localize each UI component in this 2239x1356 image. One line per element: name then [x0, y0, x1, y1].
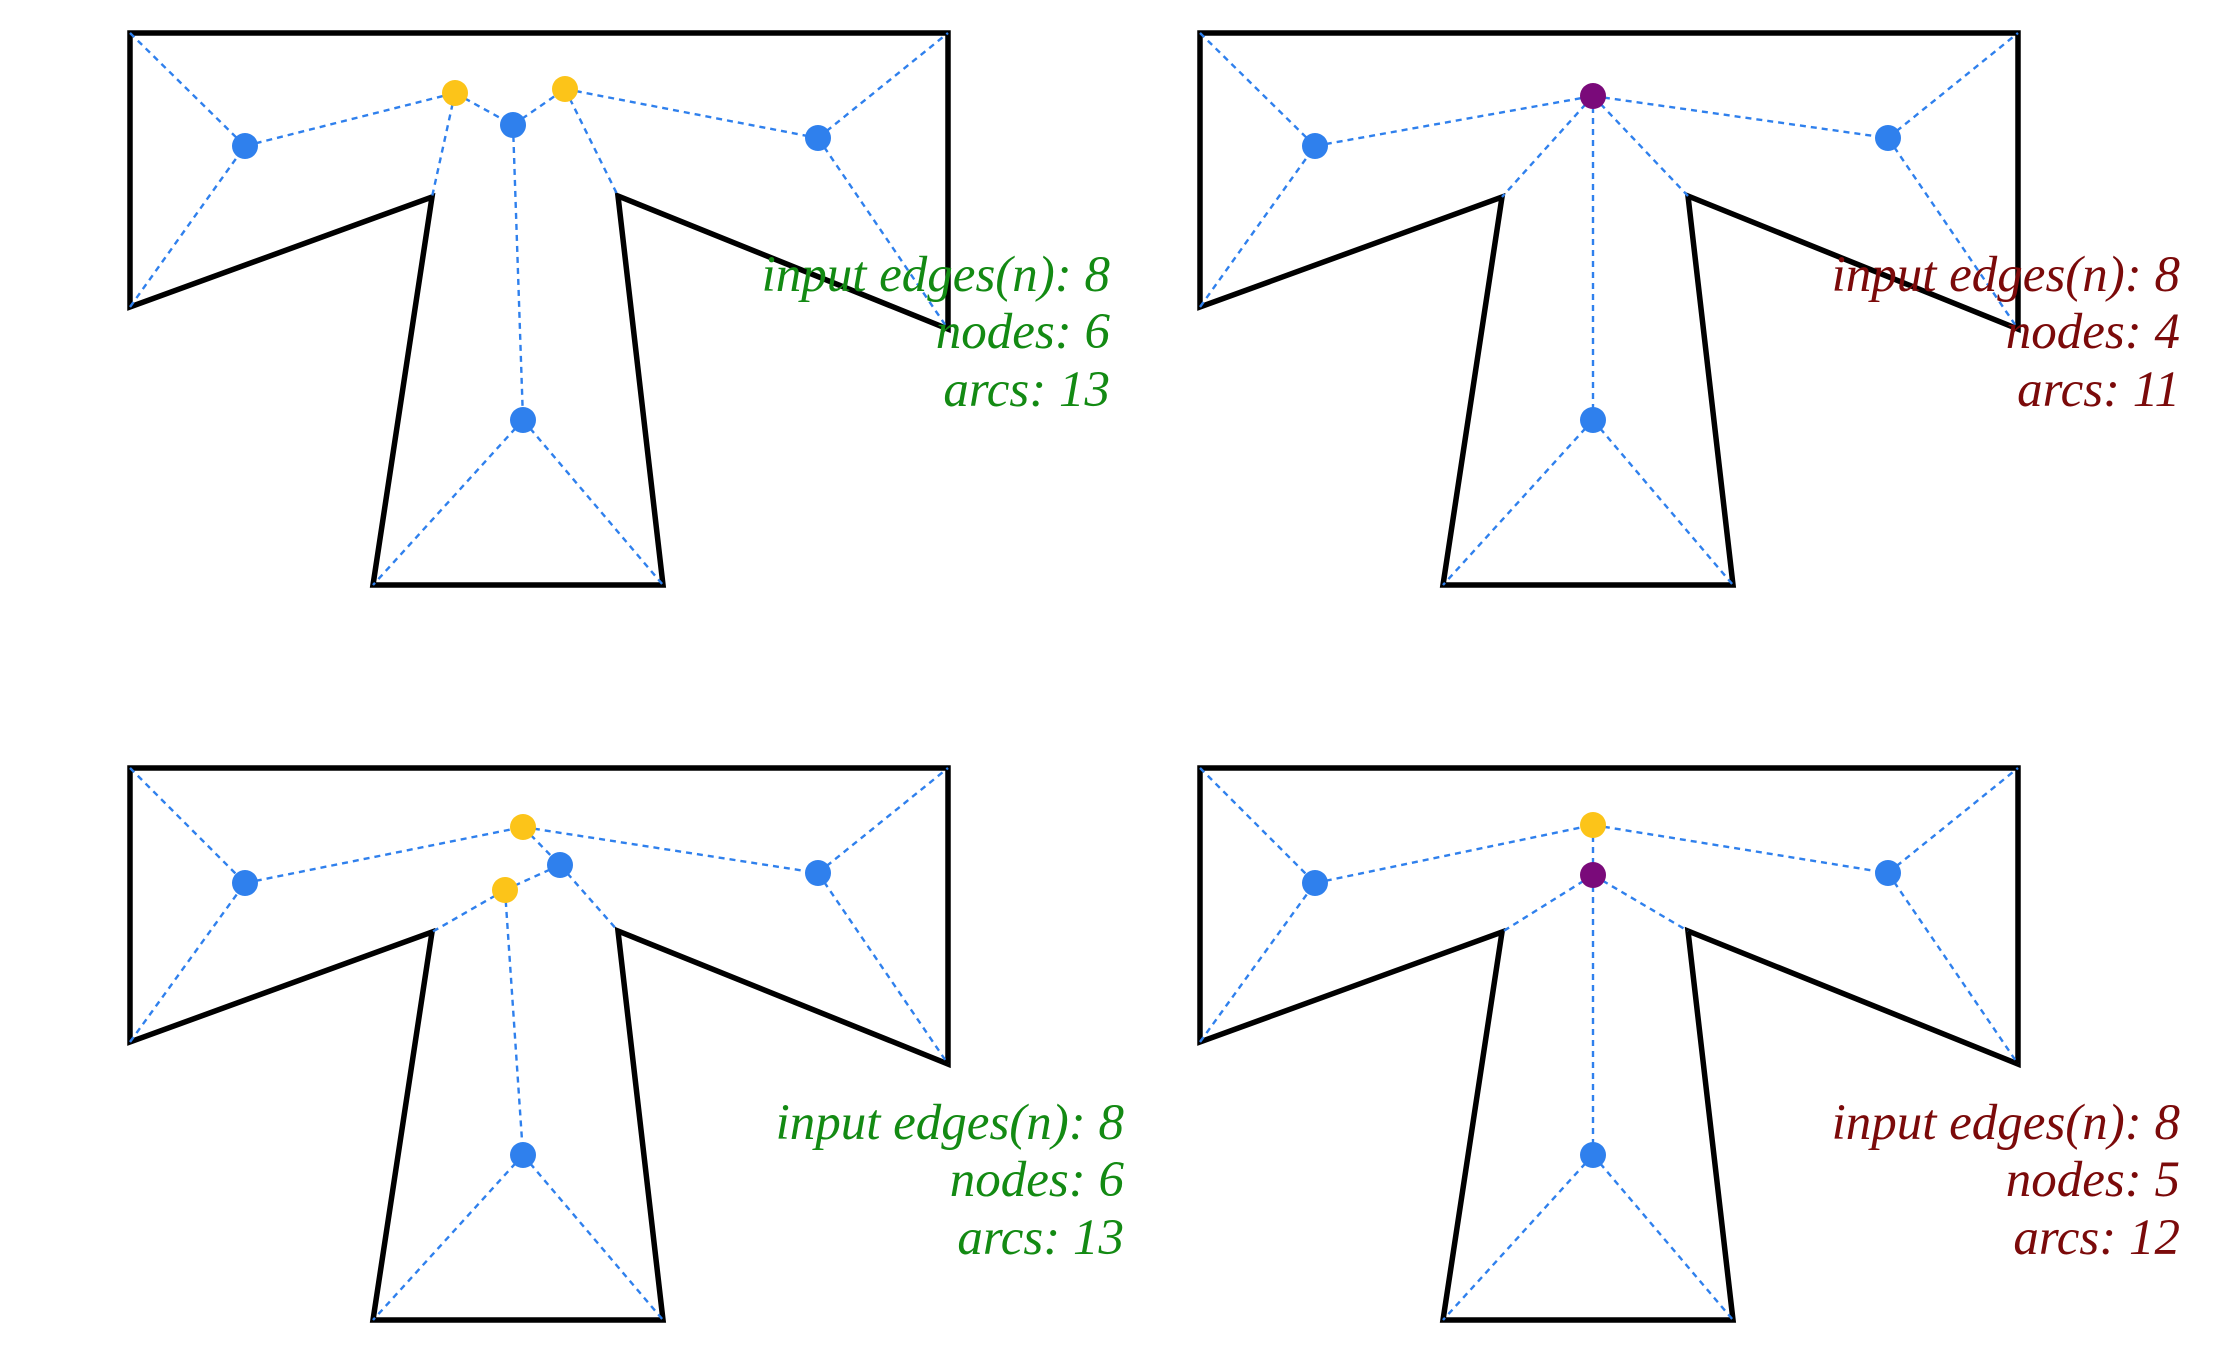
node-right-wing	[805, 860, 831, 886]
arc-left-wing-junction-top	[1314, 823, 1594, 885]
caption-arcs: arcs: 13	[957, 1210, 1124, 1266]
arc-junction-right-ri	[563, 88, 620, 197]
arc-center-li	[1501, 95, 1594, 198]
node-left-wing	[232, 133, 258, 159]
arc-junction-left-li	[430, 92, 457, 198]
arc-junction-right-right-wing	[564, 87, 819, 140]
nodes	[232, 76, 831, 433]
arc-right-wing-rb	[817, 872, 949, 1065]
arc-tl-left-wing	[1199, 32, 1316, 147]
node-left-wing	[1302, 133, 1328, 159]
caption-arcs: arcs: 13	[943, 362, 1110, 418]
arc-lb-left-wing	[1199, 145, 1316, 308]
node-stem-low	[1580, 407, 1606, 433]
node-junction-top	[510, 814, 536, 840]
caption-edges: input edges(n): 8	[762, 247, 1110, 303]
node-junction-top	[1580, 812, 1606, 838]
arc-left-wing-junction-top	[244, 825, 524, 885]
arc-right-wing-rb	[1887, 872, 2019, 1065]
node-right-wing	[805, 125, 831, 151]
arc-right-wing-tr	[1887, 767, 2019, 874]
arc-left-wing-center	[1314, 94, 1594, 148]
node-right-wing	[1875, 125, 1901, 151]
arc-stem-low-bl	[1442, 419, 1594, 586]
arc-left-wing-junction-left	[244, 91, 456, 148]
polygon-outline	[1197, 30, 2021, 588]
arc-junction-low-li	[431, 888, 506, 934]
arcs	[129, 32, 949, 586]
arc-junction-top-right-wing	[1592, 823, 1889, 875]
nodes	[1302, 812, 1901, 1168]
arc-center-right-wing	[1592, 94, 1889, 140]
caption-edges: input edges(n): 8	[1832, 247, 2180, 303]
node-left-wing	[1302, 870, 1328, 896]
arc-junction-top-right-wing	[522, 825, 819, 875]
nodes	[1302, 83, 1901, 433]
arc-lb-left-wing	[129, 145, 246, 308]
caption-nodes: nodes: 5	[2006, 1152, 2180, 1208]
node-stem-high	[500, 112, 526, 138]
arc-stem-high-stem-low	[511, 124, 525, 421]
arc-right-wing-tr	[1887, 32, 2019, 139]
caption-edges: input edges(n): 8	[776, 1095, 1124, 1151]
arc-stem-low-bl	[372, 1154, 524, 1321]
arc-tl-left-wing	[1199, 767, 1316, 884]
polygon-outline	[1197, 765, 2021, 1323]
arc-right-wing-tr	[817, 767, 949, 874]
nodes	[232, 814, 831, 1168]
node-right-wing	[1875, 860, 1901, 886]
node-junction-right	[552, 76, 578, 102]
polygon-outline	[127, 30, 951, 588]
arc-stem-low-br	[522, 419, 664, 586]
node-stem-low	[1580, 1142, 1606, 1168]
caption-nodes: nodes: 6	[936, 304, 1111, 360]
arc-tl-left-wing	[129, 767, 246, 884]
caption-arcs: arcs: 12	[2013, 1210, 2180, 1266]
node-junction-left	[442, 80, 468, 106]
arc-right-wing-rb	[1887, 137, 2019, 330]
caption-arcs: arcs: 11	[2017, 362, 2180, 418]
polygon-outline	[127, 765, 951, 1323]
arc-stem-low-bl	[1442, 1154, 1594, 1321]
node-stem-low	[510, 1142, 536, 1168]
node-center	[1580, 83, 1606, 109]
arc-stem-low-br	[1592, 1154, 1734, 1321]
arc-center-ri	[1592, 95, 1689, 197]
arcs	[129, 767, 949, 1321]
arc-tl-left-wing	[129, 32, 246, 147]
node-left-wing	[232, 870, 258, 896]
arcs	[1199, 32, 2019, 586]
caption-nodes: nodes: 6	[950, 1152, 1125, 1208]
node-center	[1580, 862, 1606, 888]
caption-edges: input edges(n): 8	[1832, 1095, 2180, 1151]
node-junction-low	[492, 877, 518, 903]
arc-center-ri	[1592, 873, 1689, 933]
arc-mid-right-ri	[559, 864, 619, 932]
arc-right-wing-tr	[817, 32, 949, 139]
arc-stem-low-br	[1592, 419, 1734, 586]
caption-nodes: nodes: 4	[2006, 304, 2180, 360]
node-mid-right	[547, 852, 573, 878]
arc-junction-low-stem-low	[503, 889, 525, 1156]
arc-right-wing-rb	[817, 137, 949, 330]
arcs	[1199, 767, 2019, 1321]
arc-stem-low-bl	[372, 419, 524, 586]
arc-center-li	[1501, 873, 1594, 934]
arc-stem-low-br	[522, 1154, 664, 1321]
node-stem-low	[510, 407, 536, 433]
